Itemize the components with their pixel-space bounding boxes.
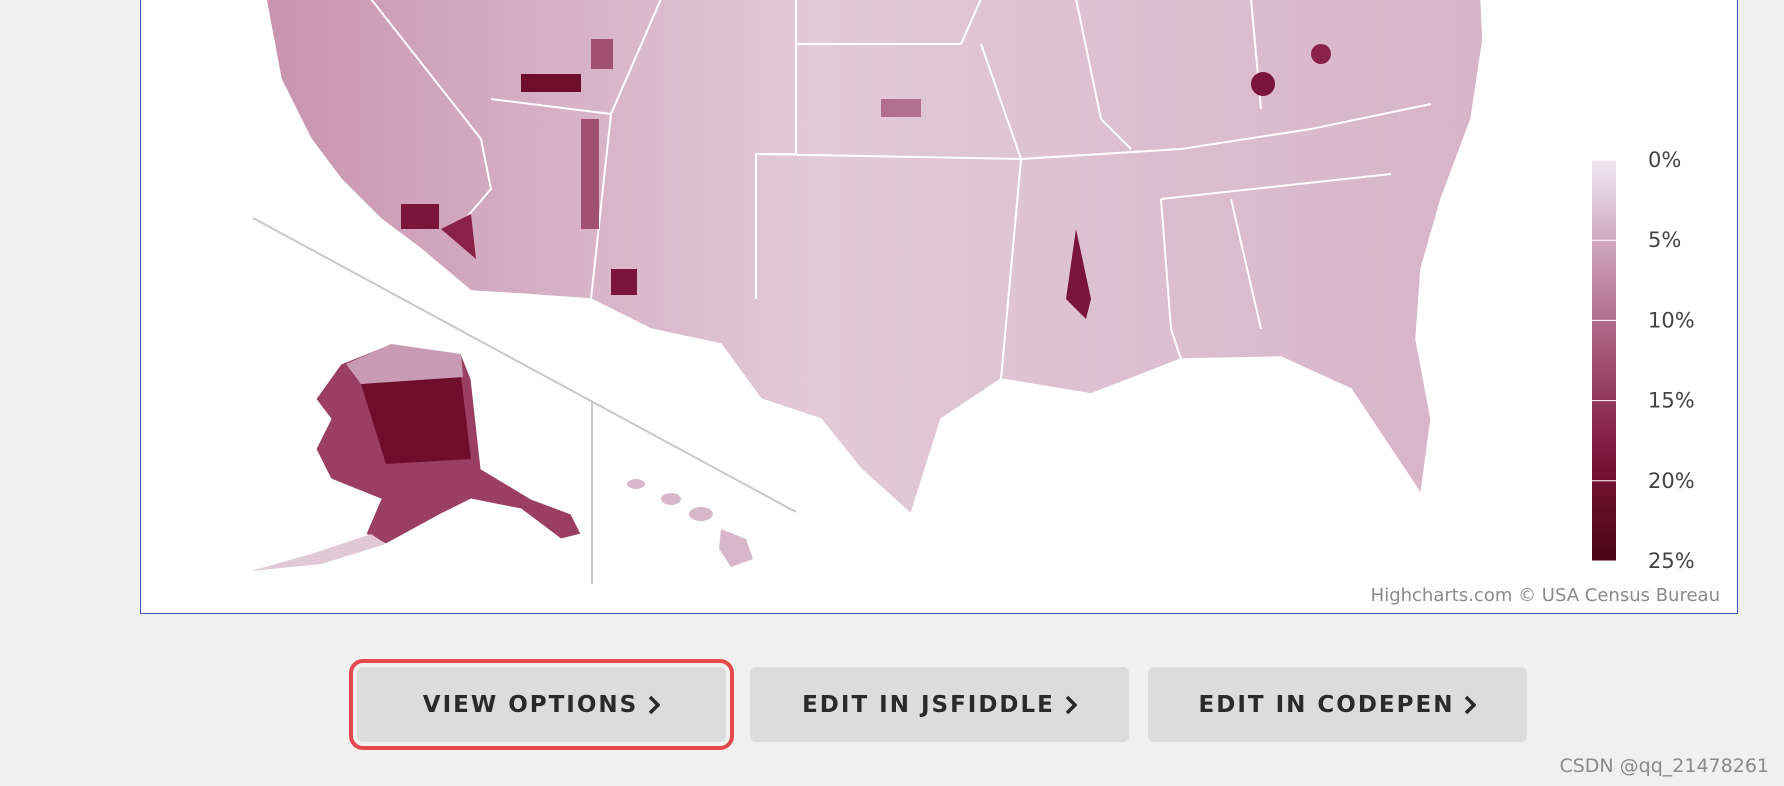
alaska-dark [361, 377, 471, 464]
button-label: EDIT IN CODEPEN [1198, 691, 1455, 718]
color-legend: 0% 5% 10% 15% 20% 25% [1592, 148, 1695, 573]
button[interactable]: EDIT IN JSFIDDLE [750, 667, 1129, 742]
state-borders [370, 0, 1432, 380]
button[interactable]: VIEW OPTIONS [349, 659, 734, 750]
legend-label: 25% [1648, 549, 1695, 573]
map-container: 0% 5% 10% 15% 20% 25% Highcharts.com © USA Ce… [140, 0, 1738, 614]
button-label: VIEW OPTIONS [422, 691, 639, 718]
hawaii [627, 479, 753, 567]
credits: Highcharts.com © USA Census Bureau [1371, 585, 1720, 606]
legend-label: 0% [1648, 148, 1681, 172]
legend-label: 5% [1648, 228, 1681, 252]
button-label: EDIT IN JSFIDDLE [802, 691, 1055, 718]
mainland [265, 0, 1484, 516]
dark-counties [401, 39, 1331, 319]
chevron [648, 695, 661, 714]
map: 0% 5% 10% 15% 20% 25% Highcharts.com © USA Ce… [251, 0, 1720, 606]
chevron [1465, 695, 1477, 714]
aleutians [251, 534, 386, 571]
alaska-north [346, 344, 463, 384]
legend-label: 15% [1648, 389, 1695, 413]
watermark: CSDN @qq_21478261 [1559, 755, 1769, 777]
legend-label: 10% [1648, 308, 1695, 332]
button[interactable]: EDIT IN CODEPEN [1148, 667, 1527, 742]
legend-label: 20% [1648, 469, 1695, 493]
chevron [1065, 695, 1077, 714]
inset-divider [252, 217, 797, 513]
legend-bar [1592, 160, 1616, 561]
